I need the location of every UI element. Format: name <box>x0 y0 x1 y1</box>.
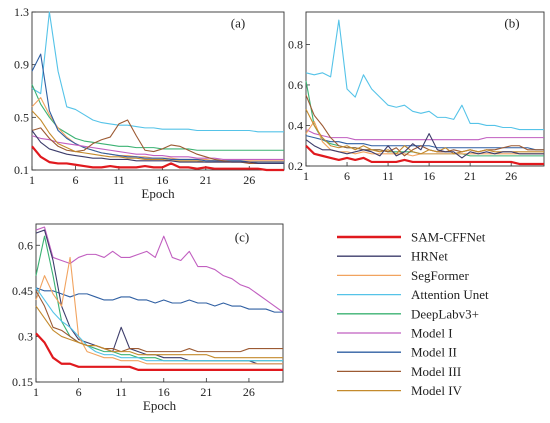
x-tick-label: 21 <box>464 169 476 183</box>
x-tick-label: 6 <box>72 173 78 187</box>
legend-label: DeepLabv3+ <box>411 306 479 321</box>
legend-item-attention-unet: Attention Unet <box>337 287 489 302</box>
x-tick-label: 26 <box>243 385 255 399</box>
x-tick-label: 21 <box>200 173 212 187</box>
chart-panel-2: 0.20.40.60.81 6 11 16 21 26(b) <box>288 11 545 183</box>
series-line-model-i <box>35 226 284 313</box>
series-line-model-ii <box>35 287 283 313</box>
y-tick-label: 0.2 <box>288 159 303 173</box>
legend-label: Model IV <box>411 383 463 398</box>
x-tick-label: 26 <box>243 173 255 187</box>
series-line-model-iv <box>35 305 283 359</box>
series-line-model-iii <box>35 290 283 353</box>
x-tick-label: 6 <box>344 169 350 183</box>
plot-frame <box>31 11 285 171</box>
y-tick-label: 0.9 <box>14 58 29 72</box>
legend: SAM-CFFNet HRNet SegFormer Attention Unet De… <box>337 230 489 398</box>
y-tick-label: 0.8 <box>288 37 303 51</box>
x-tick-label: 11 <box>115 385 127 399</box>
series-line-deeplabv3 <box>305 80 544 157</box>
series-line-hrnet <box>35 229 283 365</box>
y-tick-label: 0.45 <box>12 284 33 298</box>
legend-label: HRNet <box>411 249 448 264</box>
series-line-hrnet <box>305 133 544 159</box>
y-tick-label: 0.15 <box>12 375 33 389</box>
x-tick-label: 21 <box>200 385 212 399</box>
series-line-model-ii <box>31 53 284 163</box>
x-tick-label: 1 <box>303 169 309 183</box>
legend-label: SAM-CFFNet <box>411 230 486 245</box>
x-tick-label: 16 <box>423 169 435 183</box>
x-tick-label: 6 <box>76 385 82 399</box>
panel-label: (b) <box>504 16 519 31</box>
legend-item-segformer: SegFormer <box>337 268 469 283</box>
x-tick-label: 1 <box>29 173 35 187</box>
y-tick-label: 0.6 <box>288 78 303 92</box>
legend-label: Model I <box>411 326 453 341</box>
series-line-model-iii <box>305 94 544 157</box>
series-line-attention-unet <box>31 11 284 133</box>
legend-label: SegFormer <box>411 268 469 283</box>
series-line-attention-unet <box>35 287 283 362</box>
series-line-deeplabv3 <box>35 235 283 362</box>
y-tick-label: 0.1 <box>14 163 29 177</box>
series-line-segformer <box>35 256 283 365</box>
series-line-model-i <box>305 129 544 141</box>
x-tick-label: 1 <box>33 385 39 399</box>
series-line-attention-unet <box>305 19 544 131</box>
legend-label: Model III <box>411 364 461 379</box>
x-axis-label: Epoch <box>143 398 177 413</box>
series-line-hrnet <box>31 130 284 164</box>
series-line-model-i <box>31 135 284 161</box>
x-tick-label: 26 <box>505 169 517 183</box>
x-tick-label: 16 <box>158 385 170 399</box>
x-tick-label: 11 <box>382 169 394 183</box>
legend-item-sam-cffnet: SAM-CFFNet <box>337 230 486 245</box>
legend-item-hrnet: HRNet <box>337 249 448 264</box>
legend-label: Attention Unet <box>411 287 489 302</box>
series-line-segformer <box>31 97 284 162</box>
panel-label: (a) <box>231 16 245 31</box>
y-tick-label: 0.5 <box>14 110 29 124</box>
series-line-model-iii <box>31 119 284 164</box>
legend-item-model-i: Model I <box>337 326 453 341</box>
x-tick-label: 16 <box>156 173 168 187</box>
y-tick-label: 0.4 <box>288 118 303 132</box>
x-tick-label: 11 <box>113 173 125 187</box>
series-line-sam-cffnet <box>31 145 284 172</box>
series-line-sam-cffnet <box>305 144 544 166</box>
plot-frame <box>35 223 284 383</box>
chart-panels: 0.10.50.91.31 6 11 16 21 26Epoch(a)0.20.40.60… <box>12 5 545 413</box>
y-tick-label: 0.3 <box>18 329 33 343</box>
plot-frame <box>305 11 545 167</box>
legend-item-model-ii: Model II <box>337 345 457 360</box>
x-axis-label: Epoch <box>141 186 175 201</box>
series-line-sam-cffnet <box>35 332 283 371</box>
y-tick-label: 0.6 <box>18 238 33 252</box>
legend-item-model-iv: Model IV <box>337 383 463 398</box>
legend-label: Model II <box>411 345 457 360</box>
panel-label: (c) <box>235 230 249 245</box>
legend-item-deeplabv3: DeepLabv3+ <box>337 306 479 321</box>
series-line-segformer <box>305 120 544 157</box>
legend-item-model-iii: Model III <box>337 364 461 379</box>
y-tick-label: 1.3 <box>14 5 29 19</box>
series-line-deeplabv3 <box>31 84 284 151</box>
